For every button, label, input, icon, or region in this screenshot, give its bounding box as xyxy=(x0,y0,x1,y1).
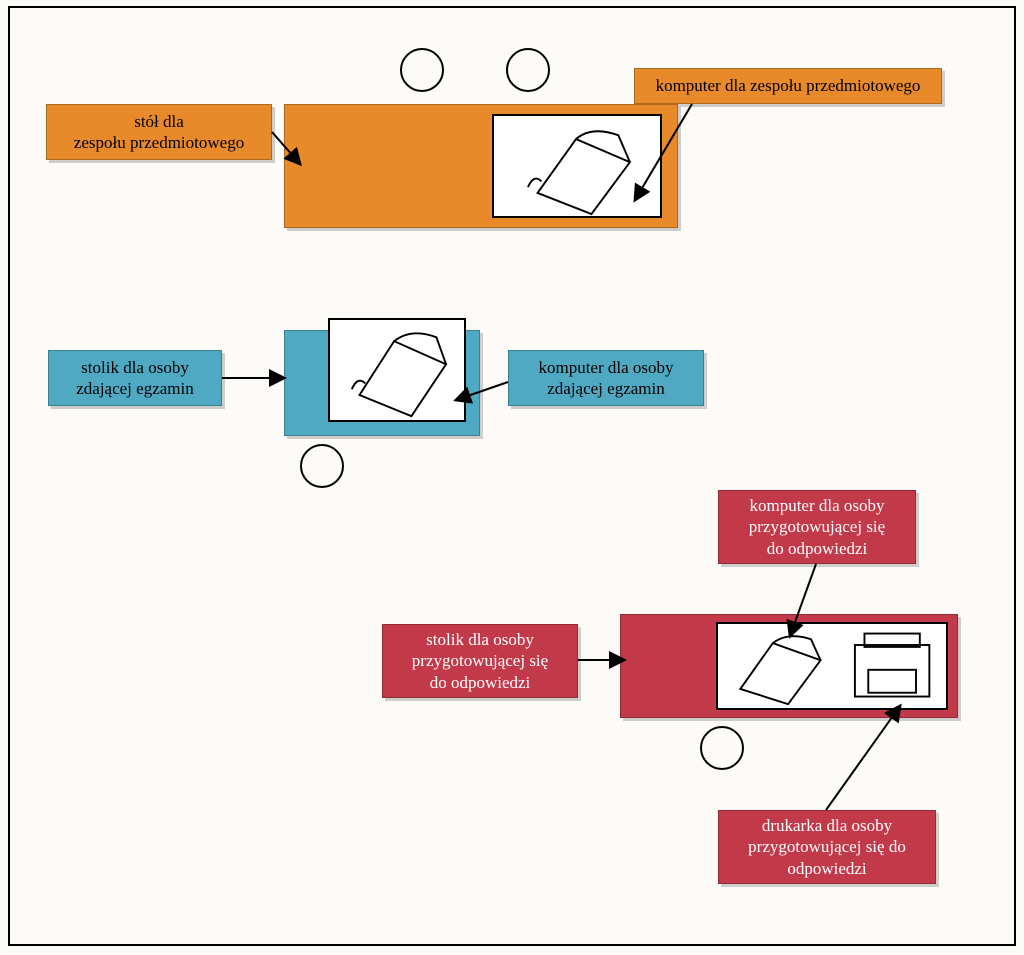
label-text: komputer dla osobyzdającej egzamin xyxy=(538,357,673,400)
label-text: stół dlazespołu przedmiotowego xyxy=(74,111,244,154)
label-team-table: stół dlazespołu przedmiotowego xyxy=(46,104,272,160)
seat-icon xyxy=(700,726,744,770)
label-exam-table: stolik dla osobyzdającej egzamin xyxy=(48,350,222,406)
label-prep-computer: komputer dla osobyprzygotowującej siędo … xyxy=(718,490,916,564)
seat-icon xyxy=(300,444,344,488)
label-text: stolik dla osobyzdającej egzamin xyxy=(76,357,194,400)
computer-printer-icon xyxy=(718,624,946,708)
seat-icon xyxy=(400,48,444,92)
label-text: stolik dla osobyprzygotowującej siędo od… xyxy=(412,629,548,693)
computer-printer-prep xyxy=(716,622,948,710)
label-text: drukarka dla osobyprzygotowującej się do… xyxy=(748,815,906,879)
computer-icon xyxy=(494,116,660,216)
label-prep-printer: drukarka dla osobyprzygotowującej się do… xyxy=(718,810,936,884)
label-exam-computer: komputer dla osobyzdającej egzamin xyxy=(508,350,704,406)
label-prep-table: stolik dla osobyprzygotowującej siędo od… xyxy=(382,624,578,698)
diagram-canvas: stół dlazespołu przedmiotowego komputer … xyxy=(0,0,1024,955)
label-team-computer: komputer dla zespołu przedmiotowego xyxy=(634,68,942,104)
label-text: komputer dla zespołu przedmiotowego xyxy=(656,75,921,96)
label-text: komputer dla osobyprzygotowującej siędo … xyxy=(749,495,885,559)
seat-icon xyxy=(506,48,550,92)
computer-icon xyxy=(330,320,464,420)
computer-exam xyxy=(328,318,466,422)
computer-team xyxy=(492,114,662,218)
